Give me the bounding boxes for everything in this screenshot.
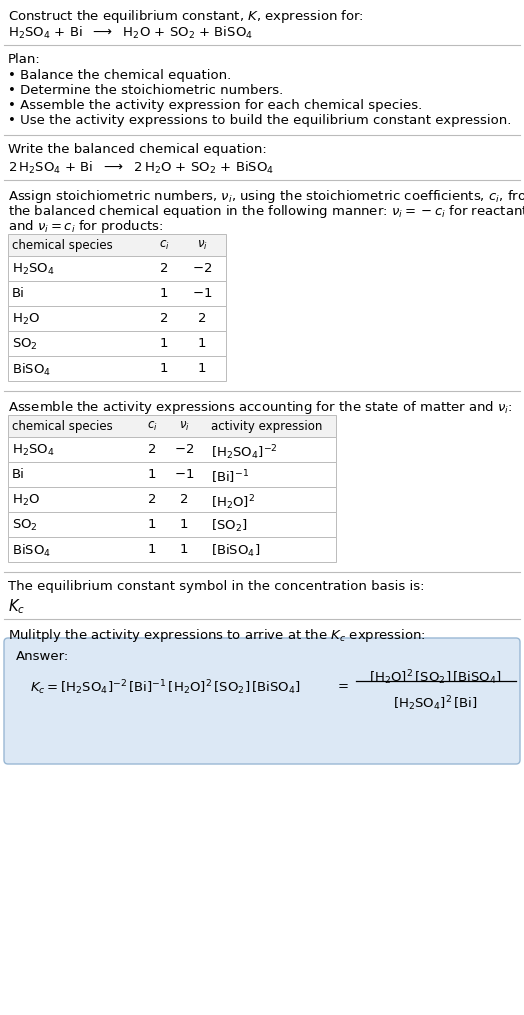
Text: $[\mathrm{Bi}]^{-1}$: $[\mathrm{Bi}]^{-1}$ bbox=[211, 468, 249, 485]
Text: 1: 1 bbox=[198, 337, 206, 350]
Text: • Assemble the activity expression for each chemical species.: • Assemble the activity expression for e… bbox=[8, 99, 422, 112]
Text: 1: 1 bbox=[198, 362, 206, 375]
FancyBboxPatch shape bbox=[8, 356, 226, 381]
Text: • Balance the chemical equation.: • Balance the chemical equation. bbox=[8, 69, 231, 82]
Text: $\mathrm{H_2SO_4}$: $\mathrm{H_2SO_4}$ bbox=[12, 262, 54, 277]
Text: 1: 1 bbox=[180, 518, 188, 531]
Text: 1: 1 bbox=[148, 518, 156, 531]
FancyBboxPatch shape bbox=[8, 306, 226, 331]
Text: $K_c$: $K_c$ bbox=[8, 597, 25, 616]
Text: $-1$: $-1$ bbox=[192, 287, 212, 300]
Text: $-2$: $-2$ bbox=[174, 443, 194, 456]
Text: 1: 1 bbox=[160, 362, 168, 375]
Text: activity expression: activity expression bbox=[211, 420, 322, 433]
Text: Mulitply the activity expressions to arrive at the $K_c$ expression:: Mulitply the activity expressions to arr… bbox=[8, 627, 426, 644]
Text: $c_i$: $c_i$ bbox=[147, 420, 157, 433]
Text: 2: 2 bbox=[148, 493, 156, 506]
Text: Bi: Bi bbox=[12, 468, 25, 481]
Text: $\mathrm{H_2SO_4}$ + Bi  $\longrightarrow$  $\mathrm{H_2O}$ + $\mathrm{SO_2}$ + : $\mathrm{H_2SO_4}$ + Bi $\longrightarrow… bbox=[8, 25, 253, 41]
Text: Assemble the activity expressions accounting for the state of matter and $\nu_i$: Assemble the activity expressions accoun… bbox=[8, 399, 512, 416]
Text: Plan:: Plan: bbox=[8, 53, 41, 66]
Text: $[\mathrm{H_2SO_4}]^{2}\,[\mathrm{Bi}]$: $[\mathrm{H_2SO_4}]^{2}\,[\mathrm{Bi}]$ bbox=[393, 694, 477, 713]
Text: 1: 1 bbox=[148, 468, 156, 481]
Text: Answer:: Answer: bbox=[16, 650, 69, 663]
FancyBboxPatch shape bbox=[8, 281, 226, 306]
Text: $\mathrm{SO_2}$: $\mathrm{SO_2}$ bbox=[12, 337, 38, 352]
FancyBboxPatch shape bbox=[8, 415, 336, 437]
Text: 1: 1 bbox=[160, 287, 168, 300]
Text: Construct the equilibrium constant, $K$, expression for:: Construct the equilibrium constant, $K$,… bbox=[8, 8, 364, 25]
Text: 1: 1 bbox=[160, 337, 168, 350]
Text: chemical species: chemical species bbox=[12, 239, 113, 252]
Text: $[\mathrm{SO_2}]$: $[\mathrm{SO_2}]$ bbox=[211, 518, 247, 534]
Text: $[\mathrm{H_2O}]^{2}$: $[\mathrm{H_2O}]^{2}$ bbox=[211, 493, 255, 512]
Text: Bi: Bi bbox=[12, 287, 25, 300]
FancyBboxPatch shape bbox=[8, 256, 226, 281]
Text: $2\,\mathrm{H_2SO_4}$ + Bi  $\longrightarrow$  $2\,\mathrm{H_2O}$ + $\mathrm{SO_: $2\,\mathrm{H_2SO_4}$ + Bi $\longrightar… bbox=[8, 160, 274, 176]
Text: $\mathrm{BiSO_4}$: $\mathrm{BiSO_4}$ bbox=[12, 362, 51, 379]
Text: $=$: $=$ bbox=[335, 678, 349, 691]
Text: 1: 1 bbox=[148, 543, 156, 556]
Text: chemical species: chemical species bbox=[12, 420, 113, 433]
Text: 2: 2 bbox=[160, 312, 168, 325]
FancyBboxPatch shape bbox=[8, 487, 336, 512]
Text: 2: 2 bbox=[148, 443, 156, 456]
Text: 2: 2 bbox=[198, 312, 206, 325]
FancyBboxPatch shape bbox=[4, 638, 520, 764]
Text: and $\nu_i = c_i$ for products:: and $\nu_i = c_i$ for products: bbox=[8, 218, 163, 235]
FancyBboxPatch shape bbox=[8, 462, 336, 487]
Text: $\mathrm{H_2O}$: $\mathrm{H_2O}$ bbox=[12, 493, 40, 509]
FancyBboxPatch shape bbox=[8, 437, 336, 462]
Text: $[\mathrm{BiSO_4}]$: $[\mathrm{BiSO_4}]$ bbox=[211, 543, 260, 559]
FancyBboxPatch shape bbox=[8, 537, 336, 562]
Text: 2: 2 bbox=[180, 493, 188, 506]
FancyBboxPatch shape bbox=[8, 331, 226, 356]
Text: • Determine the stoichiometric numbers.: • Determine the stoichiometric numbers. bbox=[8, 84, 283, 97]
Text: 1: 1 bbox=[180, 543, 188, 556]
Text: Assign stoichiometric numbers, $\nu_i$, using the stoichiometric coefficients, $: Assign stoichiometric numbers, $\nu_i$, … bbox=[8, 188, 524, 205]
Text: $\nu_i$: $\nu_i$ bbox=[179, 420, 189, 433]
Text: $-1$: $-1$ bbox=[174, 468, 194, 481]
Text: $\mathrm{H_2O}$: $\mathrm{H_2O}$ bbox=[12, 312, 40, 327]
FancyBboxPatch shape bbox=[8, 512, 336, 537]
Text: $[\mathrm{H_2SO_4}]^{-2}$: $[\mathrm{H_2SO_4}]^{-2}$ bbox=[211, 443, 278, 462]
Text: $-2$: $-2$ bbox=[192, 262, 212, 275]
Text: $[\mathrm{H_2O}]^{2}\,[\mathrm{SO_2}]\,[\mathrm{BiSO_4}]$: $[\mathrm{H_2O}]^{2}\,[\mathrm{SO_2}]\,[… bbox=[369, 668, 501, 687]
Text: $\nu_i$: $\nu_i$ bbox=[196, 239, 208, 252]
Text: $c_i$: $c_i$ bbox=[159, 239, 169, 252]
Text: the balanced chemical equation in the following manner: $\nu_i = -c_i$ for react: the balanced chemical equation in the fo… bbox=[8, 203, 524, 220]
Text: • Use the activity expressions to build the equilibrium constant expression.: • Use the activity expressions to build … bbox=[8, 114, 511, 127]
Text: $\mathrm{SO_2}$: $\mathrm{SO_2}$ bbox=[12, 518, 38, 533]
Text: $\mathrm{H_2SO_4}$: $\mathrm{H_2SO_4}$ bbox=[12, 443, 54, 458]
Text: 2: 2 bbox=[160, 262, 168, 275]
FancyBboxPatch shape bbox=[8, 234, 226, 256]
Text: The equilibrium constant symbol in the concentration basis is:: The equilibrium constant symbol in the c… bbox=[8, 580, 424, 593]
Text: $\mathrm{BiSO_4}$: $\mathrm{BiSO_4}$ bbox=[12, 543, 51, 559]
Text: $K_c = [\mathrm{H_2SO_4}]^{-2}\,[\mathrm{Bi}]^{-1}\,[\mathrm{H_2O}]^{2}\,[\mathr: $K_c = [\mathrm{H_2SO_4}]^{-2}\,[\mathrm… bbox=[30, 678, 301, 696]
Text: Write the balanced chemical equation:: Write the balanced chemical equation: bbox=[8, 143, 267, 156]
